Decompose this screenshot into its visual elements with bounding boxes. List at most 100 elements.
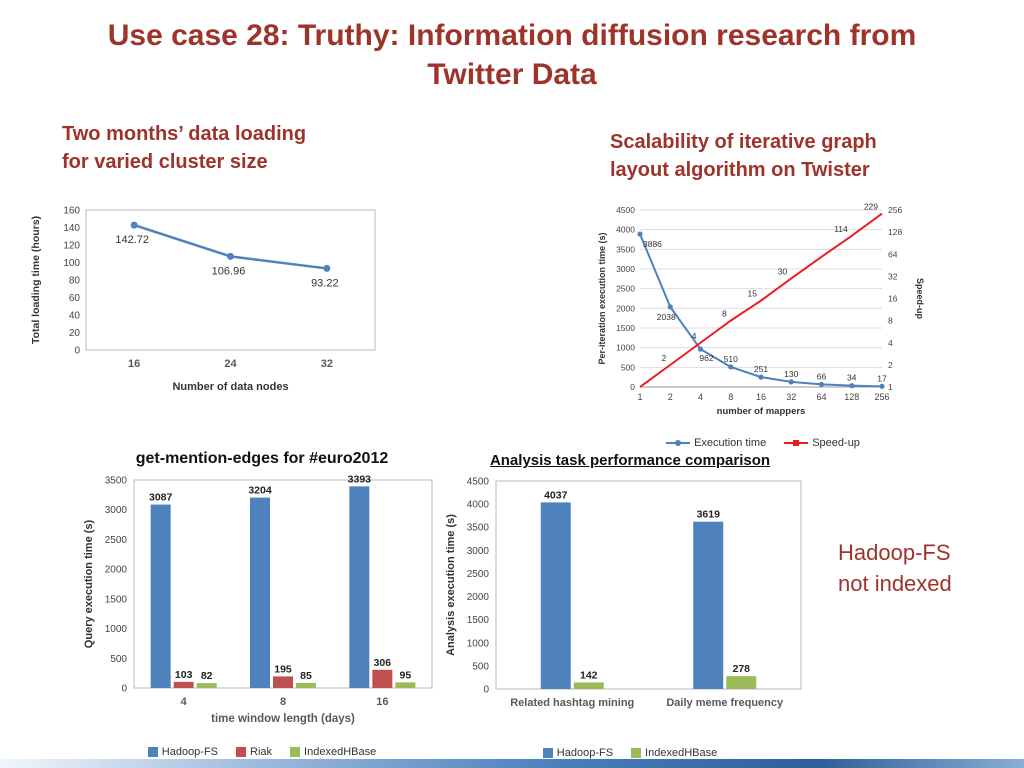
- euro2012-bar-chart: get-mention-edges for #euro2012 0 500 1000…: [78, 450, 446, 758]
- scalability-legend: Execution time Speed-up: [596, 437, 930, 449]
- right-section-heading: Scalability of iterative graph layout al…: [610, 131, 877, 181]
- value-label: 195: [274, 663, 292, 675]
- y-tick-label: 100: [63, 258, 80, 269]
- euro2012-legend: Hadoop-FS Riak IndexedHBase: [78, 746, 446, 758]
- y-tick-label: 60: [69, 293, 81, 304]
- legend-indexedhbase: IndexedHBase: [631, 747, 717, 759]
- bar: [372, 669, 393, 688]
- bar: [150, 504, 171, 688]
- y-axis-title: Total loading time (hours): [30, 216, 42, 344]
- euro2012-chart-title: get-mention-edges for #euro2012: [135, 450, 389, 467]
- left-tick-label: 3000: [616, 264, 635, 274]
- legend-marker: [793, 440, 800, 446]
- scalability-plot: 0 500 1000 1500 2000 2500 3000 3500 4000 4500 1 2 4 8…: [596, 196, 930, 436]
- x-tick-label: 64: [816, 392, 826, 402]
- bar: [349, 486, 370, 688]
- value-label: 306: [374, 657, 392, 669]
- x-tick-label: 24: [224, 358, 237, 370]
- bar: [250, 497, 270, 688]
- legend-label: Riak: [250, 746, 273, 758]
- execution-time-point: [879, 383, 885, 389]
- speedup-label: 30: [778, 266, 788, 276]
- x-tick-label: 32: [786, 392, 796, 402]
- y-tick-label: 2500: [467, 569, 490, 580]
- chart3svg-svg: 0 500 1000 1500 2000 2500 3000 3500 3087 103 82 4 32…: [83, 473, 433, 725]
- value-label: 278: [732, 663, 750, 675]
- y-axis-title: Analysis execution time (s): [445, 514, 457, 656]
- x-axis-title: Number of data nodes: [172, 381, 288, 393]
- analysis-legend: Hadoop-FS IndexedHBase: [440, 747, 820, 759]
- bar: [540, 502, 571, 689]
- data-point: [130, 221, 138, 229]
- loading-time-chart-svg: 0 20 40 60 80 100 120 140 160 142.72 106.96 93.22 16…: [30, 206, 376, 393]
- scalability-chart-svg: 0 500 1000 1500 2000 2500 3000 3500 4000 4500 1 2 4 8…: [597, 202, 925, 417]
- bar: [273, 676, 293, 688]
- value-label: 4037: [544, 489, 568, 501]
- bar: [573, 682, 604, 689]
- value-label: 3393: [348, 473, 372, 485]
- y-tick-label: 3000: [105, 505, 128, 516]
- y-tick-label: 0: [483, 685, 489, 696]
- slide-title: Use case 28: Truthy: Information diffusi…: [107, 19, 917, 91]
- plot-border: [495, 480, 802, 690]
- value-label: 93.22: [311, 277, 339, 289]
- analysis-chart-title: Analysis task performance comparison: [489, 452, 771, 469]
- bar: [395, 682, 416, 688]
- speedup-label: 15: [748, 289, 758, 299]
- speedup-label: 8: [722, 309, 727, 319]
- bar: [693, 521, 724, 689]
- y-tick-label: 0: [121, 684, 127, 695]
- y-tick-label: 4000: [467, 500, 490, 511]
- y-tick-label: 2000: [105, 565, 128, 576]
- execution-time-label: 66: [817, 371, 827, 381]
- chart4svg-svg: 0 500 1000 1500 2000 2500 3000 3500 4000 4500 4037…: [445, 477, 802, 709]
- execution-time-label: 17: [877, 373, 887, 383]
- right-tick-label: 2: [888, 360, 893, 370]
- y-tick-label: 120: [63, 241, 80, 252]
- right-tick-label: 8: [888, 316, 893, 326]
- right-tick-label: 128: [888, 227, 902, 237]
- analysis-plot: 0 500 1000 1500 2000 2500 3000 3500 4000 4500 4037…: [440, 471, 820, 746]
- y-tick-label: 20: [69, 328, 81, 339]
- y-tick-label: 500: [472, 661, 489, 672]
- x-axis-title: number of mappers: [717, 406, 806, 417]
- y-tick-label: 3000: [467, 546, 490, 557]
- x-tick-label: 128: [844, 392, 859, 402]
- y-tick-label: 0: [74, 346, 80, 357]
- data-loading-line-chart: 0 20 40 60 80 100 120 140 160 142.72 106.96 93.22 16…: [26, 196, 391, 401]
- legend-riak: Riak: [236, 746, 272, 758]
- legend-hadoop-fs: Hadoop-FS: [542, 747, 613, 759]
- legend-swatch-icon: [147, 747, 158, 757]
- category-label: Related hashtag mining: [510, 697, 634, 709]
- category-label: 4: [181, 696, 188, 708]
- value-label: 103: [175, 669, 193, 681]
- value-label: 95: [399, 669, 411, 681]
- value-label: 3619: [697, 509, 721, 521]
- legend-label: IndexedHBase: [645, 747, 718, 759]
- plot-border: [85, 209, 376, 351]
- y-tick-label: 40: [69, 311, 81, 322]
- hadoop-fs-note: Hadoop-FS not indexed: [838, 540, 952, 596]
- x-tick-label: 8: [728, 392, 733, 402]
- right-tick-label: 1: [888, 382, 893, 392]
- value-label: 82: [201, 670, 213, 682]
- euro2012-plot: 0 500 1000 1500 2000 2500 3000 3500 3087 103 82 4 32…: [78, 470, 446, 745]
- value-label: 85: [300, 670, 312, 682]
- value-label: 142.72: [115, 234, 149, 246]
- legend-swatch-icon: [290, 747, 301, 757]
- speedup-label: 229: [864, 202, 878, 212]
- left-tick-label: 2500: [616, 284, 635, 294]
- speedup-line: [639, 212, 883, 388]
- twister-scalability-chart: 0 500 1000 1500 2000 2500 3000 3500 4000 4500 1 2 4 8…: [596, 196, 930, 449]
- y-tick-label: 160: [63, 206, 80, 217]
- bar: [196, 683, 217, 688]
- execution-time-point: [849, 383, 855, 389]
- left-tick-label: 4000: [616, 225, 635, 235]
- data-point: [323, 264, 331, 272]
- category-label: 8: [280, 696, 286, 708]
- y-axis-title: Query execution time (s): [83, 519, 95, 648]
- legend-marker: [675, 440, 682, 446]
- execution-time-label: 962: [699, 353, 713, 363]
- right-tick-label: 16: [888, 294, 898, 304]
- execution-time-point: [788, 379, 794, 385]
